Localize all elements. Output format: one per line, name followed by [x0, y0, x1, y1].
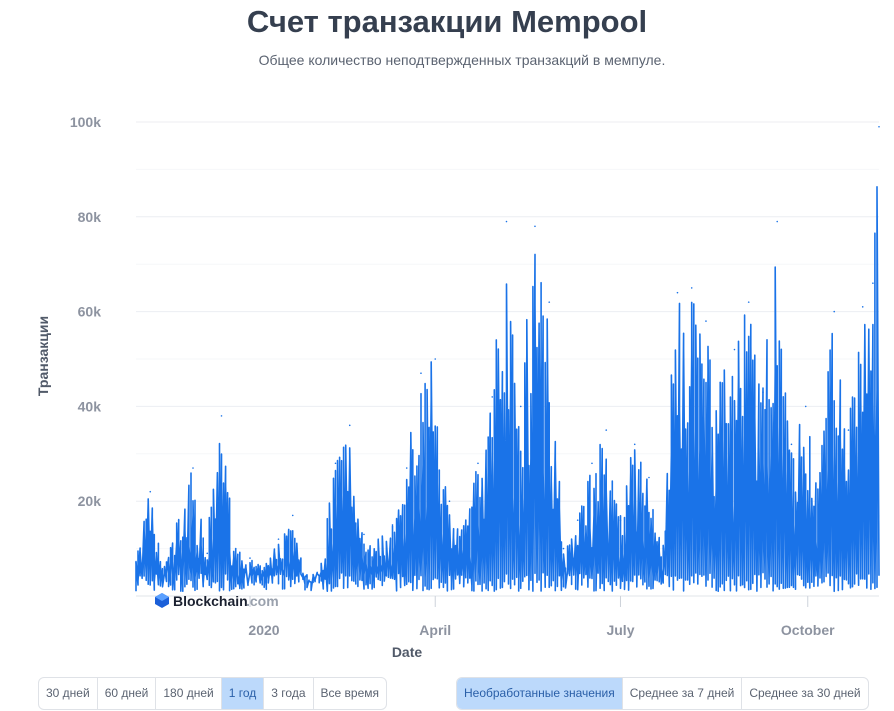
data-point: [434, 358, 437, 360]
data-point: [747, 301, 750, 303]
chart-subtitle: Общее количество неподтвержденных транза…: [258, 52, 666, 68]
data-point: [505, 220, 508, 223]
y-tick-label: 60k: [78, 304, 102, 320]
x-tick-label: 2020: [248, 622, 279, 638]
data-point: [320, 566, 323, 569]
data-point: [633, 443, 636, 446]
data-point: [306, 576, 308, 578]
data-point: [135, 562, 137, 564]
data-point: [249, 557, 251, 559]
data-point: [833, 310, 836, 313]
data-point: [705, 320, 707, 322]
data-point: [448, 500, 451, 503]
data-point: [234, 547, 237, 550]
data-point: [619, 519, 622, 521]
data-point: [348, 424, 351, 427]
data-point: [391, 524, 394, 526]
data-point: [548, 301, 551, 303]
range-button[interactable]: 1 год: [221, 678, 265, 709]
data-point: [534, 225, 536, 228]
y-axis-ticks: 20k 40k 60k 80k 100k: [70, 114, 101, 509]
mode-button-group: Необработанные значения Среднее за 7 дней…: [456, 677, 869, 710]
mode-button[interactable]: Среднее за 7 дней: [623, 678, 743, 709]
data-point: [263, 566, 266, 569]
chart-title: Счет транзакции Mempool: [246, 4, 648, 39]
range-button[interactable]: 60 дней: [98, 678, 157, 709]
data-point: [733, 348, 736, 351]
data-point: [719, 381, 722, 384]
data-point: [363, 533, 365, 536]
x-tick-label: April: [419, 622, 451, 638]
chart-svg: 20k 40k 60k 80k 100k 2020 April July October Bl…: [35, 114, 880, 660]
series-group: [135, 125, 880, 593]
data-point: [591, 462, 593, 465]
range-button[interactable]: Все время: [320, 686, 379, 700]
data-point: [776, 220, 779, 223]
mode-button[interactable]: Среднее за 30 дней: [749, 686, 861, 700]
data-point: [562, 547, 565, 550]
range-button[interactable]: 180 дней: [156, 678, 222, 709]
data-point: [819, 471, 821, 474]
data-point: [220, 415, 223, 417]
data-point: [804, 405, 807, 408]
data-point: [177, 519, 180, 521]
data-point: [847, 429, 850, 431]
data-point: [861, 306, 864, 308]
data-point: [462, 528, 465, 531]
data-point: [192, 467, 194, 469]
watermark: Blockchain .com: [155, 593, 279, 609]
y-tick-label: 40k: [78, 398, 102, 414]
y-axis-title: Транзакции: [35, 316, 51, 396]
series-line: [135, 186, 880, 593]
data-point: [576, 519, 579, 521]
data-point: [605, 429, 608, 431]
data-point: [519, 405, 522, 408]
data-point: [648, 476, 650, 479]
data-point: [477, 462, 479, 465]
data-point: [790, 443, 793, 446]
data-point: [491, 396, 494, 398]
data-point: [334, 462, 337, 465]
range-button-group: 30 дней 60 дней 180 дней 1 год 3 года Все вре…: [38, 677, 387, 710]
data-point: [405, 467, 408, 469]
range-button[interactable]: 3 года: [264, 678, 314, 709]
x-tick-label: October: [781, 622, 835, 638]
data-point: [377, 538, 380, 540]
data-point: [878, 125, 880, 128]
data-point: [206, 552, 209, 555]
watermark-brand: Blockchain: [173, 593, 248, 609]
data-point: [872, 282, 874, 284]
mode-button[interactable]: Необработанные значения: [457, 678, 623, 709]
data-point: [762, 391, 764, 393]
x-tick-label: July: [606, 622, 634, 638]
data-point: [420, 372, 422, 375]
data-point: [662, 547, 665, 550]
data-point: [149, 490, 152, 493]
data-point: [163, 566, 166, 569]
range-button[interactable]: 30 дней: [39, 678, 98, 709]
watermark-domain: .com: [246, 593, 279, 609]
y-tick-label: 100k: [70, 114, 101, 130]
data-point: [291, 514, 294, 517]
blockchain-logo-icon: [155, 593, 169, 608]
y-tick-label: 20k: [78, 493, 102, 509]
y-tick-label: 80k: [78, 209, 102, 225]
x-axis-ticks: 2020 April July October: [248, 596, 835, 638]
x-axis-title: Date: [392, 644, 423, 660]
data-point: [676, 291, 679, 294]
data-point: [690, 287, 693, 289]
data-point: [277, 538, 280, 540]
